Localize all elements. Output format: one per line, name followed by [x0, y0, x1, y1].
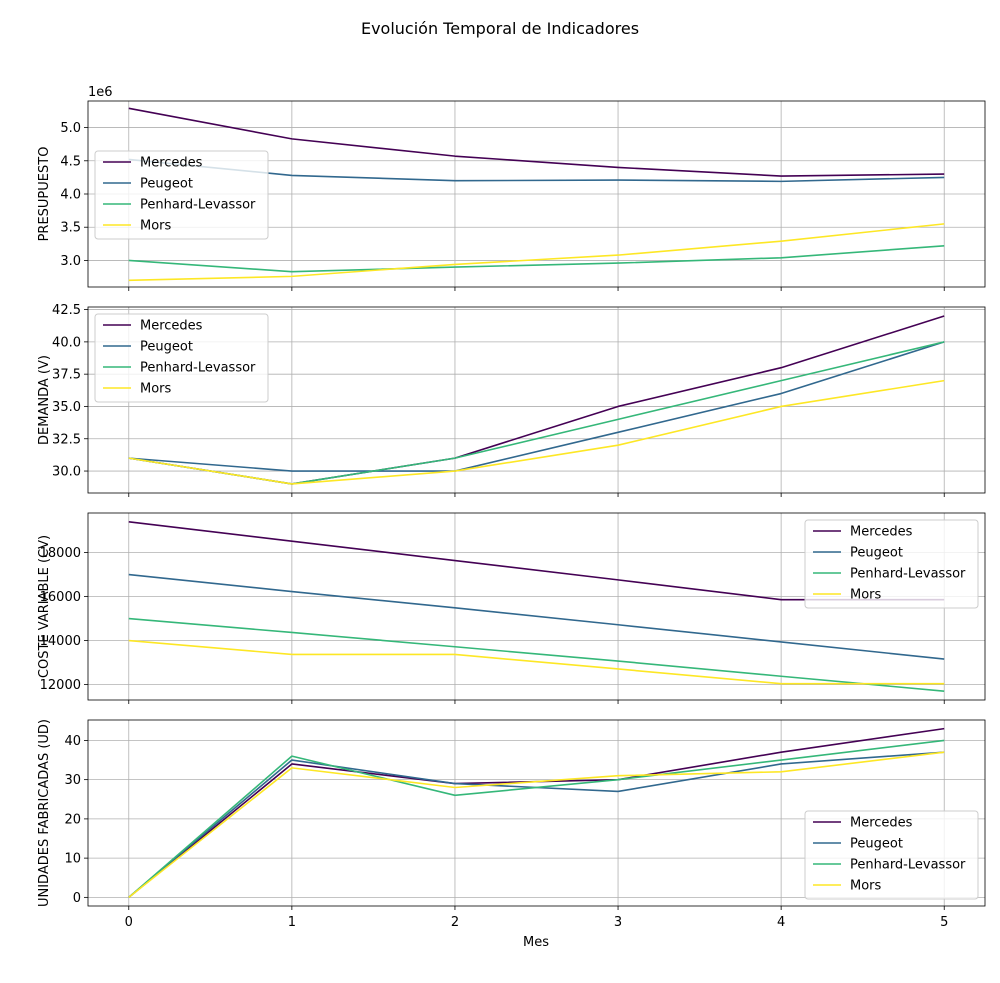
- legend-box: [804, 519, 979, 609]
- panel-frame: [87, 100, 986, 288]
- y-axis-label: UNIDADES FABRICADAS (UD): [37, 719, 52, 907]
- series-line-mercedes: [128, 107, 945, 177]
- panel-frame: [87, 306, 986, 494]
- legend-box: [94, 313, 269, 403]
- y-tick-label: 20: [64, 812, 81, 827]
- y-axis-label: COSTE VARIABLE (CV): [37, 535, 52, 678]
- y-tick-label: 35.0: [52, 400, 81, 415]
- y-tick-label: 18000: [40, 546, 81, 561]
- legend-label: Peugeot: [140, 340, 193, 355]
- panel-1: 3.0 3.5 4.0 4.5 5.0 1e6 PRESUPUESTO Mercedes Peu…: [37, 85, 986, 291]
- x-tick-label: 3: [614, 915, 622, 930]
- legend-label: Penhard-Levassor: [850, 567, 966, 582]
- legend-label: Peugeot: [140, 177, 193, 192]
- legend: Mercedes Peugeot Penhard-Levassor Mors: [94, 150, 269, 240]
- series-line-penhard-levassor: [128, 739, 945, 898]
- series-line-penhard-levassor: [128, 617, 945, 692]
- y-tick-label: 37.5: [52, 368, 81, 383]
- panel-frame: [87, 512, 986, 701]
- panel-2: 30.0 32.5 35.0 37.5 40.0 42.5 DEMANDA (V) Merce…: [37, 303, 986, 497]
- y-tick-label: 16000: [40, 590, 81, 605]
- series-line-mors: [128, 751, 945, 898]
- x-tick-label: 2: [451, 915, 459, 930]
- legend-label: Mercedes: [850, 525, 913, 540]
- y-tick-label: 3.5: [60, 221, 81, 236]
- legend-label: Mercedes: [850, 816, 913, 831]
- series-line-mors: [128, 379, 945, 485]
- y-tick-label: 40.0: [52, 335, 81, 350]
- legend-box: [94, 150, 269, 240]
- series-line-mors: [128, 223, 945, 282]
- y-tick-label: 14000: [40, 634, 81, 649]
- legend-label: Mors: [140, 382, 172, 397]
- y-tick-label: 12000: [40, 678, 81, 693]
- legend-label: Penhard-Levassor: [140, 198, 256, 213]
- x-tick-label: 4: [777, 915, 785, 930]
- legend-label: Penhard-Levassor: [850, 858, 966, 873]
- y-tick-label: 30.0: [52, 465, 81, 480]
- panel-frame: [87, 719, 986, 907]
- series-line-peugeot: [128, 573, 945, 660]
- y-tick-label: 5.0: [60, 121, 81, 136]
- y-tick-label: 4.0: [60, 188, 81, 203]
- y-tick-label: 30: [64, 773, 81, 788]
- legend-label: Mercedes: [140, 156, 203, 171]
- legend: Mercedes Peugeot Penhard-Levassor Mors: [804, 519, 979, 609]
- y-tick-label: 40: [64, 734, 81, 749]
- series-line-penhard-levassor: [128, 245, 945, 273]
- series-line-mors: [128, 639, 945, 685]
- x-tick-label: 0: [125, 915, 133, 930]
- legend-label: Peugeot: [850, 837, 903, 852]
- y-offset-label: 1e6: [88, 85, 113, 100]
- legend-label: Mors: [850, 879, 882, 894]
- y-axis-label: DEMANDA (V): [37, 355, 52, 445]
- panel-4: 0 10 20 30 40 0 1 2 3 4 5 UNIDADES FABRICADAS (UD) M…: [37, 719, 986, 930]
- y-tick-label: 0: [73, 891, 81, 906]
- series-line-peugeot: [128, 341, 945, 472]
- y-tick-label: 10: [64, 852, 81, 867]
- y-axis-label: PRESUPUESTO: [37, 147, 52, 242]
- legend-label: Mercedes: [140, 319, 203, 334]
- y-tick-label: 4.5: [60, 154, 81, 169]
- x-tick-label: 1: [288, 915, 296, 930]
- legend-box: [804, 810, 979, 900]
- legend-label: Mors: [850, 588, 882, 603]
- chart-title: Evolución Temporal de Indicadores: [361, 19, 639, 38]
- x-tick-label: 5: [940, 915, 948, 930]
- x-axis-label: Mes: [523, 935, 549, 950]
- y-tick-label: 3.0: [60, 254, 81, 269]
- legend: Mercedes Peugeot Penhard-Levassor Mors: [94, 313, 269, 403]
- legend: Mercedes Peugeot Penhard-Levassor Mors: [804, 810, 979, 900]
- legend-label: Penhard-Levassor: [140, 361, 256, 376]
- legend-label: Peugeot: [850, 546, 903, 561]
- legend-label: Mors: [140, 219, 172, 234]
- y-tick-label: 32.5: [52, 432, 81, 447]
- y-tick-label: 42.5: [52, 303, 81, 318]
